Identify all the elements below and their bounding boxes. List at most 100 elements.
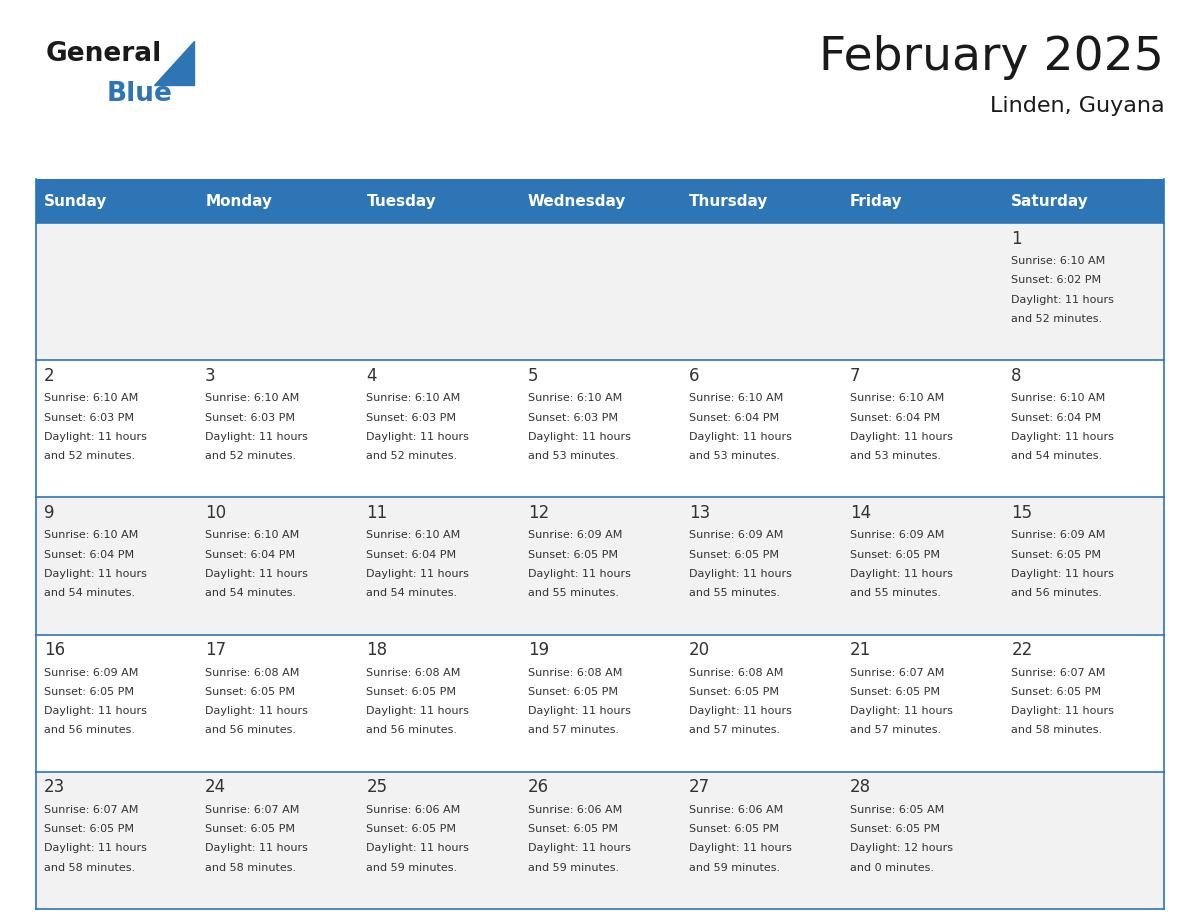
Text: Daylight: 11 hours: Daylight: 11 hours	[44, 431, 147, 442]
Text: Daylight: 11 hours: Daylight: 11 hours	[851, 431, 953, 442]
Text: Sunrise: 6:06 AM: Sunrise: 6:06 AM	[366, 805, 461, 814]
Text: Daylight: 11 hours: Daylight: 11 hours	[206, 569, 308, 579]
Text: Sunrise: 6:05 AM: Sunrise: 6:05 AM	[851, 805, 944, 814]
Text: Daylight: 12 hours: Daylight: 12 hours	[851, 844, 953, 853]
Text: Daylight: 11 hours: Daylight: 11 hours	[689, 431, 791, 442]
Bar	[36, 772, 1164, 909]
Text: and 58 minutes.: and 58 minutes.	[44, 863, 135, 872]
Text: 25: 25	[366, 778, 387, 796]
Text: Daylight: 11 hours: Daylight: 11 hours	[206, 844, 308, 853]
Text: Sunset: 6:03 PM: Sunset: 6:03 PM	[206, 412, 295, 422]
Text: Monday: Monday	[206, 194, 272, 208]
Text: Sunrise: 6:07 AM: Sunrise: 6:07 AM	[206, 805, 299, 814]
Text: 4: 4	[366, 366, 377, 385]
Text: Daylight: 11 hours: Daylight: 11 hours	[689, 569, 791, 579]
Text: Blue: Blue	[107, 81, 172, 106]
Text: Wednesday: Wednesday	[527, 194, 626, 208]
Text: 28: 28	[851, 778, 871, 796]
Text: Sunset: 6:05 PM: Sunset: 6:05 PM	[527, 550, 618, 560]
Text: Daylight: 11 hours: Daylight: 11 hours	[206, 706, 308, 716]
Text: and 53 minutes.: and 53 minutes.	[689, 451, 779, 461]
Text: Daylight: 11 hours: Daylight: 11 hours	[1011, 569, 1114, 579]
Text: and 54 minutes.: and 54 minutes.	[366, 588, 457, 599]
Text: 14: 14	[851, 504, 871, 521]
Text: Sunset: 6:05 PM: Sunset: 6:05 PM	[1011, 550, 1101, 560]
Text: 20: 20	[689, 641, 710, 659]
Text: Sunrise: 6:07 AM: Sunrise: 6:07 AM	[44, 805, 138, 814]
Text: 11: 11	[366, 504, 387, 521]
Text: 23: 23	[44, 778, 65, 796]
Text: Sunrise: 6:09 AM: Sunrise: 6:09 AM	[1011, 531, 1106, 541]
Text: General: General	[45, 41, 162, 67]
Text: 21: 21	[851, 641, 871, 659]
Text: Sunset: 6:05 PM: Sunset: 6:05 PM	[366, 824, 456, 834]
Text: and 55 minutes.: and 55 minutes.	[527, 588, 619, 599]
Bar	[36, 498, 1164, 634]
Text: Sunrise: 6:10 AM: Sunrise: 6:10 AM	[206, 393, 299, 403]
Text: Sunset: 6:05 PM: Sunset: 6:05 PM	[689, 824, 779, 834]
Text: Sunset: 6:04 PM: Sunset: 6:04 PM	[689, 412, 779, 422]
Text: 27: 27	[689, 778, 710, 796]
Text: Sunrise: 6:09 AM: Sunrise: 6:09 AM	[689, 531, 783, 541]
Text: Daylight: 11 hours: Daylight: 11 hours	[44, 844, 147, 853]
Text: Daylight: 11 hours: Daylight: 11 hours	[689, 706, 791, 716]
Text: 16: 16	[44, 641, 65, 659]
Text: 22: 22	[1011, 641, 1032, 659]
Text: Sunset: 6:05 PM: Sunset: 6:05 PM	[206, 687, 295, 697]
Text: Daylight: 11 hours: Daylight: 11 hours	[366, 431, 469, 442]
Text: and 59 minutes.: and 59 minutes.	[689, 863, 781, 872]
Text: and 52 minutes.: and 52 minutes.	[206, 451, 296, 461]
Text: and 53 minutes.: and 53 minutes.	[527, 451, 619, 461]
Text: Sunset: 6:03 PM: Sunset: 6:03 PM	[527, 412, 618, 422]
Text: and 58 minutes.: and 58 minutes.	[206, 863, 296, 872]
Text: and 57 minutes.: and 57 minutes.	[527, 725, 619, 735]
Text: Sunset: 6:05 PM: Sunset: 6:05 PM	[366, 687, 456, 697]
Text: and 55 minutes.: and 55 minutes.	[689, 588, 779, 599]
Text: 9: 9	[44, 504, 55, 521]
Text: Sunrise: 6:10 AM: Sunrise: 6:10 AM	[689, 393, 783, 403]
Text: and 56 minutes.: and 56 minutes.	[366, 725, 457, 735]
Text: Sunrise: 6:10 AM: Sunrise: 6:10 AM	[366, 531, 461, 541]
Text: Sunset: 6:05 PM: Sunset: 6:05 PM	[851, 824, 940, 834]
Text: Daylight: 11 hours: Daylight: 11 hours	[1011, 706, 1114, 716]
Text: Sunrise: 6:08 AM: Sunrise: 6:08 AM	[527, 667, 623, 677]
Text: Linden, Guyana: Linden, Guyana	[990, 96, 1164, 117]
Text: 10: 10	[206, 504, 226, 521]
Text: and 52 minutes.: and 52 minutes.	[44, 451, 135, 461]
Text: and 59 minutes.: and 59 minutes.	[527, 863, 619, 872]
Text: 19: 19	[527, 641, 549, 659]
Text: Daylight: 11 hours: Daylight: 11 hours	[366, 844, 469, 853]
Polygon shape	[154, 41, 194, 85]
Text: Sunrise: 6:10 AM: Sunrise: 6:10 AM	[851, 393, 944, 403]
Text: 1: 1	[1011, 230, 1022, 248]
Text: Daylight: 11 hours: Daylight: 11 hours	[851, 569, 953, 579]
Text: Daylight: 11 hours: Daylight: 11 hours	[366, 706, 469, 716]
Text: 13: 13	[689, 504, 710, 521]
Text: Sunrise: 6:10 AM: Sunrise: 6:10 AM	[1011, 393, 1106, 403]
Text: Sunrise: 6:08 AM: Sunrise: 6:08 AM	[689, 667, 783, 677]
Text: and 59 minutes.: and 59 minutes.	[366, 863, 457, 872]
Text: Sunrise: 6:10 AM: Sunrise: 6:10 AM	[44, 531, 138, 541]
Text: Sunrise: 6:07 AM: Sunrise: 6:07 AM	[1011, 667, 1106, 677]
Text: Sunset: 6:05 PM: Sunset: 6:05 PM	[44, 687, 134, 697]
Text: Daylight: 11 hours: Daylight: 11 hours	[1011, 295, 1114, 305]
Text: Sunset: 6:05 PM: Sunset: 6:05 PM	[527, 687, 618, 697]
Text: 8: 8	[1011, 366, 1022, 385]
Text: Sunset: 6:05 PM: Sunset: 6:05 PM	[44, 824, 134, 834]
Text: Sunset: 6:05 PM: Sunset: 6:05 PM	[689, 550, 779, 560]
Text: Sunset: 6:05 PM: Sunset: 6:05 PM	[206, 824, 295, 834]
Text: Sunrise: 6:09 AM: Sunrise: 6:09 AM	[527, 531, 623, 541]
Text: Sunset: 6:05 PM: Sunset: 6:05 PM	[689, 687, 779, 697]
Text: Daylight: 11 hours: Daylight: 11 hours	[527, 844, 631, 853]
Text: 2: 2	[44, 366, 55, 385]
Text: Daylight: 11 hours: Daylight: 11 hours	[527, 706, 631, 716]
Text: February 2025: February 2025	[820, 35, 1164, 80]
Text: Saturday: Saturday	[1011, 194, 1089, 208]
Text: and 56 minutes.: and 56 minutes.	[206, 725, 296, 735]
Text: 26: 26	[527, 778, 549, 796]
Text: 12: 12	[527, 504, 549, 521]
Text: Daylight: 11 hours: Daylight: 11 hours	[851, 706, 953, 716]
Text: 3: 3	[206, 366, 216, 385]
Text: Sunday: Sunday	[44, 194, 107, 208]
Text: Sunset: 6:05 PM: Sunset: 6:05 PM	[851, 687, 940, 697]
